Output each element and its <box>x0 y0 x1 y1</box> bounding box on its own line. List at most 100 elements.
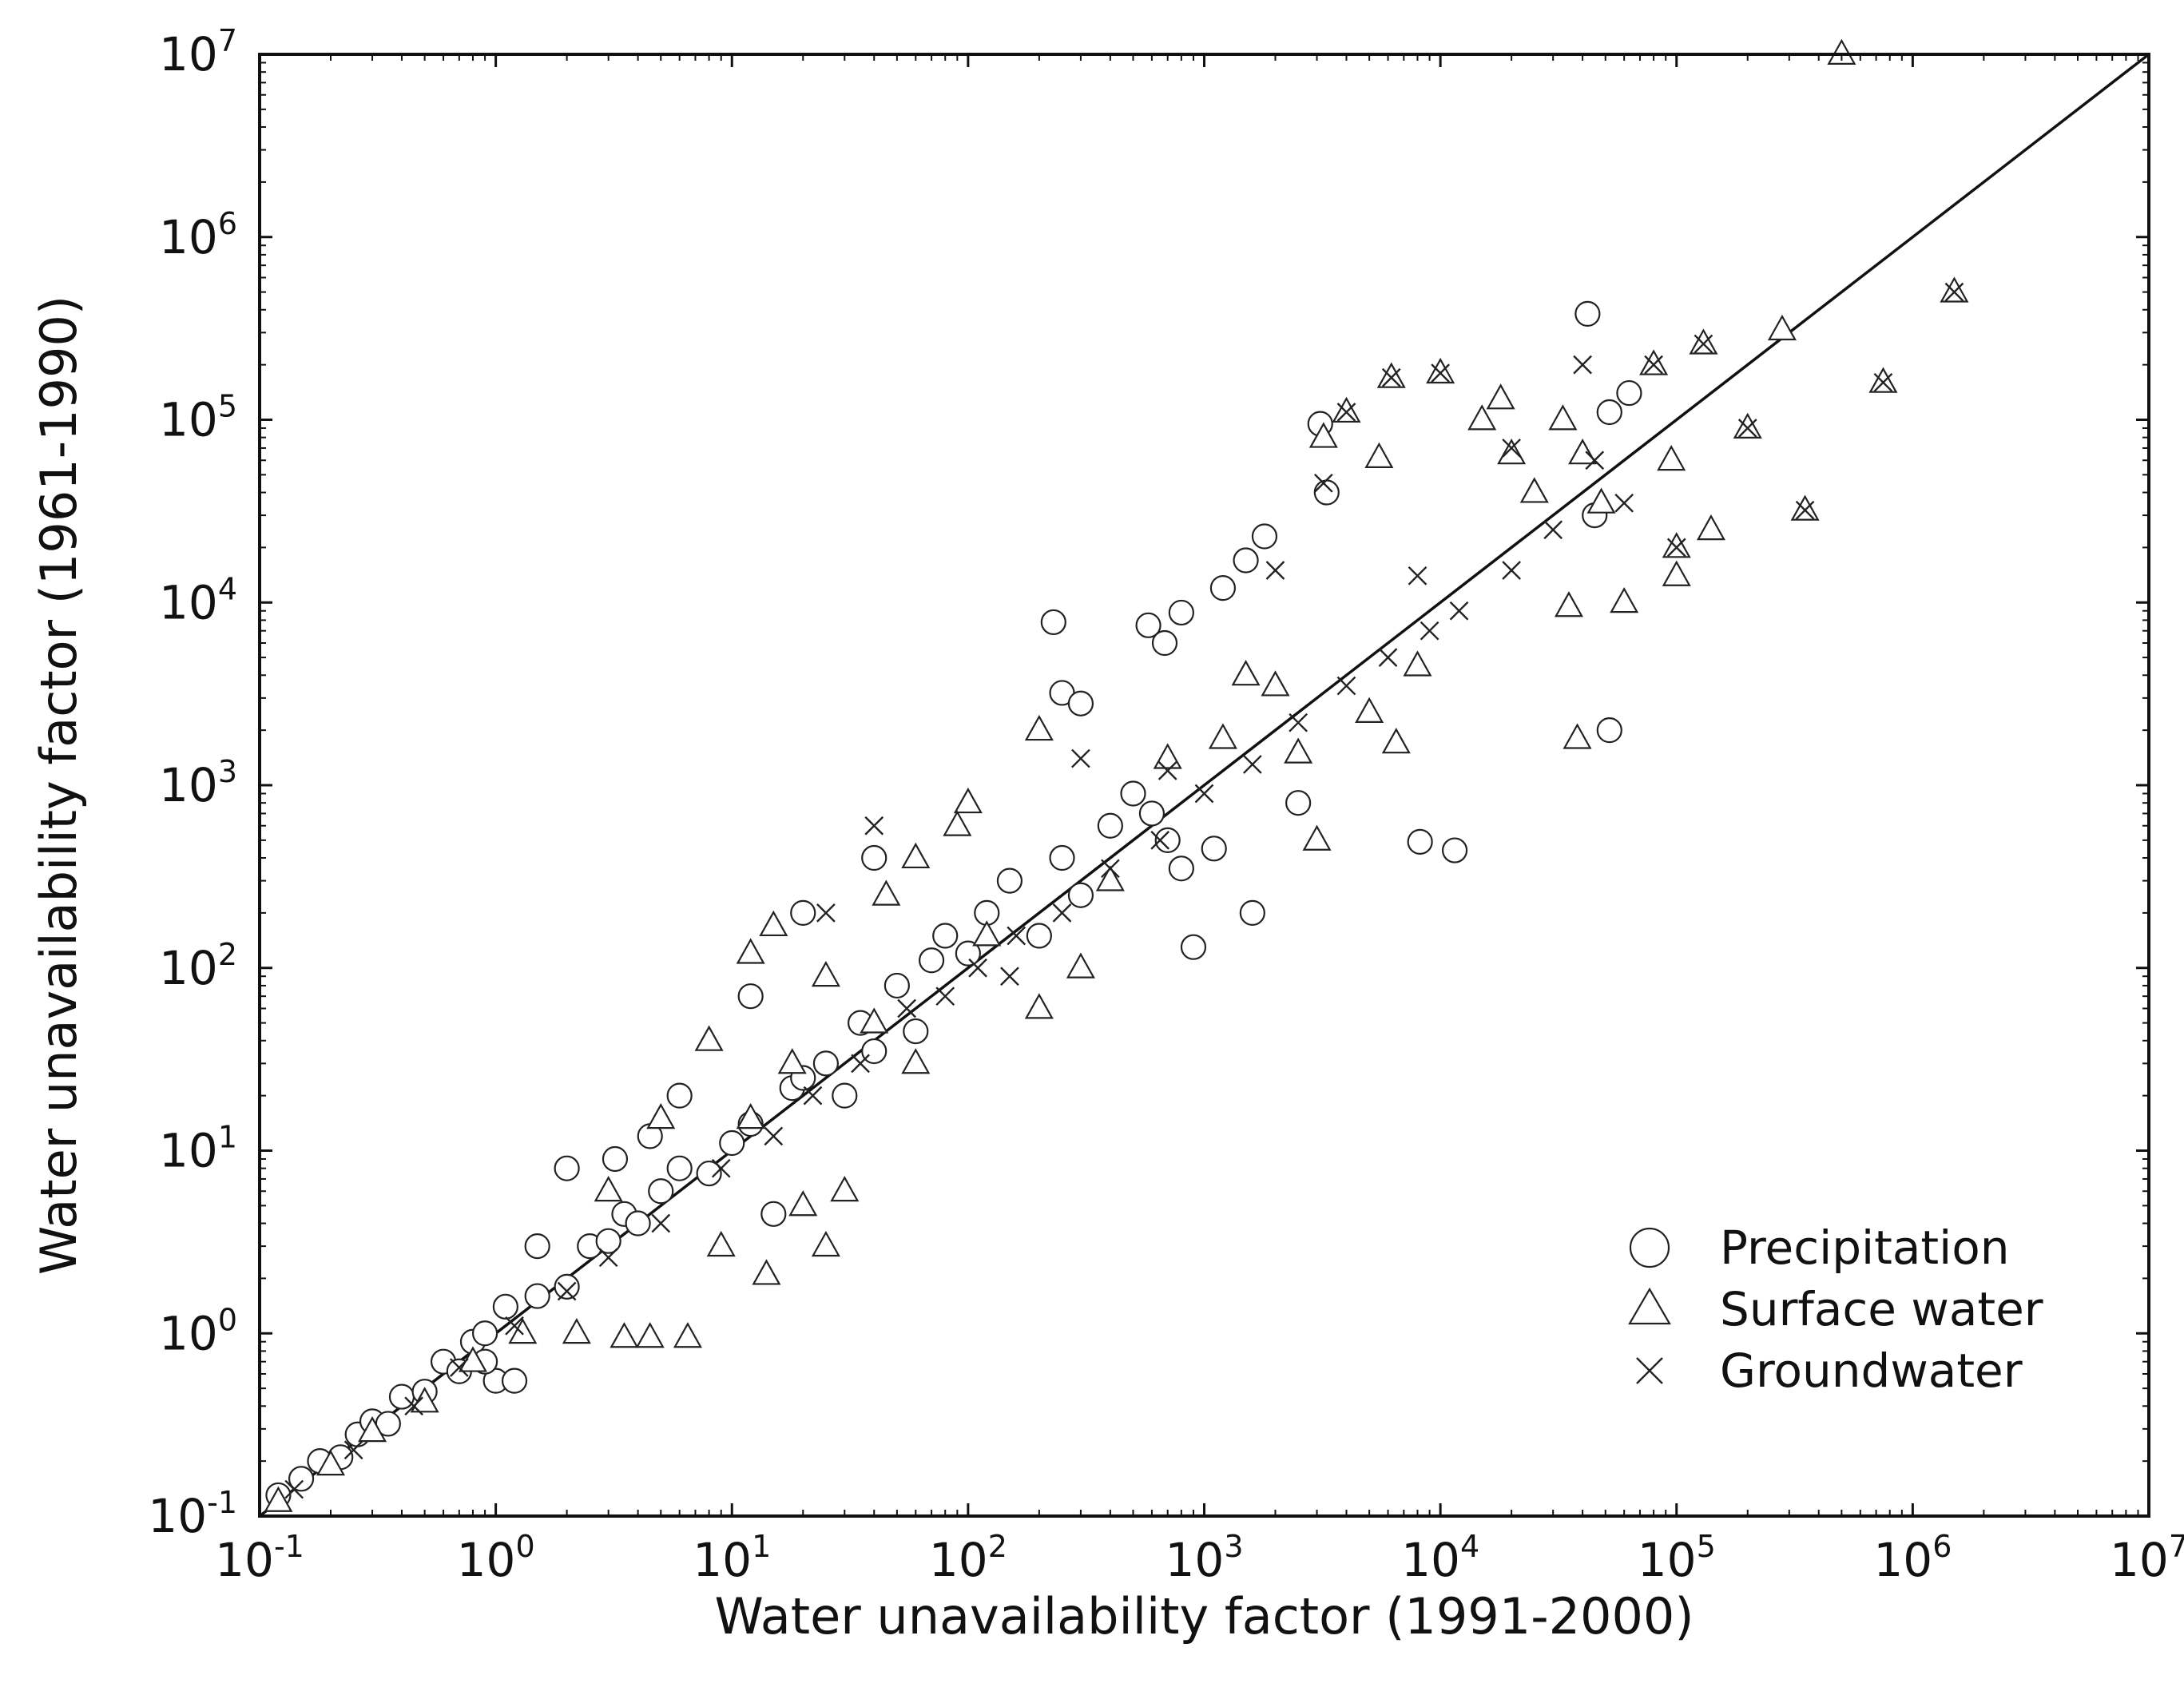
triangle-point <box>1486 383 1515 410</box>
cross-point <box>1431 363 1450 383</box>
triangle-point <box>736 1102 765 1129</box>
cross-point <box>1101 859 1120 879</box>
triangle-point <box>1696 514 1725 541</box>
circle-point <box>884 972 910 999</box>
circle-point <box>1026 923 1052 949</box>
triangle-point <box>1153 743 1182 769</box>
circle-point <box>1151 629 1178 657</box>
triangle-point <box>562 1317 591 1344</box>
triangle-point <box>1066 952 1095 979</box>
circle-point <box>602 1145 629 1173</box>
cross-point <box>1000 967 1019 986</box>
legend-marker-surface-water <box>1628 1287 1671 1325</box>
series-groundwater <box>284 282 1964 1499</box>
circle-point <box>625 1210 651 1237</box>
cross-point <box>1265 561 1285 580</box>
triangle-point <box>1689 328 1718 355</box>
triangle-point <box>830 1175 860 1202</box>
triangle-point <box>943 810 972 836</box>
cross-point <box>1573 355 1592 375</box>
series-surface-water <box>264 38 1969 1512</box>
cross-point <box>1502 439 1521 458</box>
circle-point <box>1067 882 1094 908</box>
triangle-point <box>610 1322 639 1348</box>
cross-point <box>864 816 884 836</box>
circle-point <box>1596 717 1622 744</box>
triangle-point <box>953 787 983 814</box>
circle-point <box>696 1160 722 1187</box>
triangle-point <box>1790 494 1820 521</box>
triangle-point <box>358 1415 387 1443</box>
triangle-point <box>1586 487 1616 514</box>
triangle-point <box>1767 314 1797 341</box>
circle-point <box>1154 827 1181 853</box>
circle-point <box>1049 844 1075 871</box>
cross-point <box>1502 561 1521 580</box>
circle-point <box>861 844 887 871</box>
x-tick-label: 107 <box>2110 1529 2184 1587</box>
triangle-point <box>777 1048 807 1074</box>
cross-point <box>1336 676 1356 696</box>
cross-point <box>343 1440 363 1460</box>
triangle-point <box>1231 660 1261 686</box>
legend-label-precipitation: Precipitation <box>1720 1221 2010 1275</box>
y-tick-label: 105 <box>159 389 237 447</box>
x-tick-label: 100 <box>457 1529 535 1587</box>
cross-point <box>1408 566 1428 586</box>
triangle-point <box>1563 723 1592 749</box>
circle-point <box>1285 790 1312 816</box>
series-precipitation <box>265 300 1642 1509</box>
circle-point <box>1201 836 1227 862</box>
plot-area-frame <box>258 53 2150 1518</box>
circle-point <box>861 1038 887 1065</box>
triangle-point <box>1095 865 1125 891</box>
circle-point <box>1574 300 1601 327</box>
triangle-point <box>752 1259 781 1285</box>
cross-point <box>1585 451 1605 470</box>
circle-point <box>288 1466 315 1492</box>
cross-point <box>1795 500 1815 520</box>
x-tick-label: 102 <box>929 1529 1007 1587</box>
triangle-point <box>1568 439 1598 465</box>
legend-marker-precipitation <box>1629 1227 1670 1268</box>
triangle-point <box>1662 560 1691 586</box>
y-tick-label: 102 <box>159 937 237 995</box>
y-tick-label: 103 <box>159 754 237 812</box>
triangle-point <box>972 920 1002 947</box>
cross-point <box>505 1316 524 1336</box>
circle-point <box>812 1050 839 1077</box>
triangle-point <box>1308 422 1338 448</box>
circle-point <box>1120 780 1146 807</box>
cross-point <box>651 1213 671 1233</box>
triangle-point <box>811 960 840 987</box>
circle-point <box>1067 690 1094 717</box>
circle-point <box>1135 612 1161 638</box>
triangle-point <box>860 1007 889 1034</box>
circle-point <box>1180 934 1207 960</box>
y-tick-label: 106 <box>159 206 237 264</box>
circle-point <box>1168 855 1194 882</box>
reference-line <box>258 53 2150 1518</box>
triangle-point <box>901 1048 931 1074</box>
cross-point <box>1543 520 1563 540</box>
legend-circle-icon <box>1629 1227 1670 1268</box>
triangle-point <box>1467 404 1497 431</box>
triangle-point <box>1302 824 1332 851</box>
circle-point <box>524 1283 550 1309</box>
circle-point <box>1407 828 1433 855</box>
y-tick-label: 100 <box>159 1302 237 1360</box>
triangle-point <box>1024 714 1054 741</box>
cross-point <box>764 1126 784 1146</box>
circle-point <box>524 1233 550 1260</box>
triangle-point <box>508 1317 538 1344</box>
cross-point <box>1944 282 1964 302</box>
cross-point <box>1289 713 1308 732</box>
cross-point <box>1614 493 1634 513</box>
cross-point <box>1313 473 1333 493</box>
y-tick-label: 107 <box>159 23 237 81</box>
circle-point <box>595 1228 621 1254</box>
circle-point <box>666 1082 693 1109</box>
circle-point <box>554 1273 580 1300</box>
triangle-point <box>1426 357 1455 384</box>
